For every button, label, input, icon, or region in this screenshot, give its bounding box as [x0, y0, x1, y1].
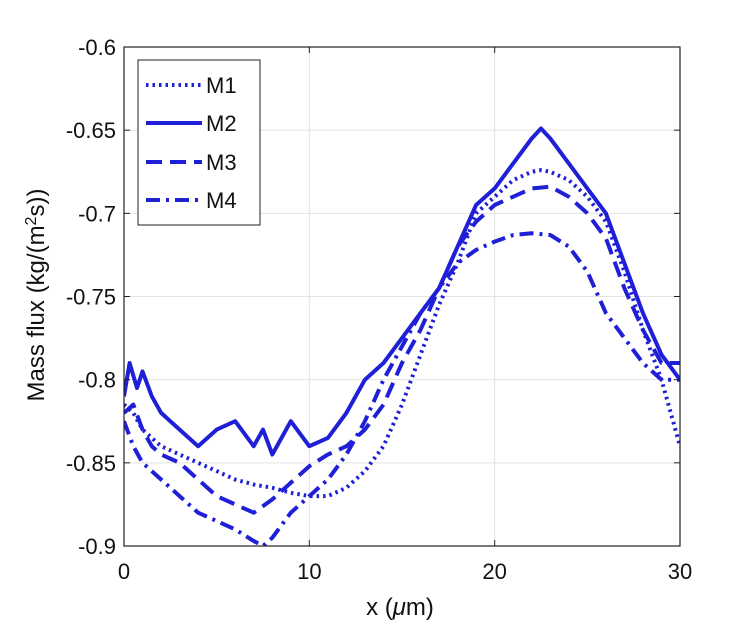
- legend-label-m1: M1: [206, 73, 237, 98]
- legend-entry-m1: M1: [146, 73, 237, 98]
- y-tick-label: -0.65: [66, 118, 116, 143]
- legend-entry-m4: M4: [146, 188, 237, 213]
- series-line-m4: [124, 231, 680, 546]
- y-tick-label: -0.9: [78, 534, 116, 559]
- y-tick-label: -0.6: [78, 35, 116, 60]
- tick-labels: 0 10 20 30 -0.9 -0.85 -0.8 -0.75 -0.7 -0.65 -0.6: [66, 35, 692, 584]
- legend-label-m2: M2: [206, 111, 237, 136]
- y-tick-label: -0.8: [78, 368, 116, 393]
- x-tick-label: 20: [482, 559, 506, 584]
- y-tick-label: -0.85: [66, 451, 116, 476]
- legend-box: [137, 59, 261, 226]
- y-tick-label: -0.7: [78, 201, 116, 226]
- legend-label-m4: M4: [206, 188, 237, 213]
- x-tick-label: 30: [668, 559, 692, 584]
- series-lines: [124, 126, 680, 546]
- x-axis-label: x (μm): [366, 594, 434, 621]
- series-line-m2: [124, 126, 680, 457]
- series-line-m3: [124, 184, 680, 515]
- axis-ticks: [123, 46, 681, 547]
- series-line-m1: [124, 168, 680, 499]
- legend-entry-m3: M3: [146, 150, 237, 175]
- x-tick-label: 10: [297, 559, 321, 584]
- legend-entry-m2: M2: [146, 111, 237, 136]
- legend-label-m3: M3: [206, 150, 237, 175]
- y-tick-label: -0.75: [66, 285, 116, 310]
- x-tick-label: 0: [118, 559, 130, 584]
- legend: M1 M2 M3 M4: [137, 59, 261, 226]
- y-axis-label: Mass flux (kg/(m2s)): [23, 189, 51, 402]
